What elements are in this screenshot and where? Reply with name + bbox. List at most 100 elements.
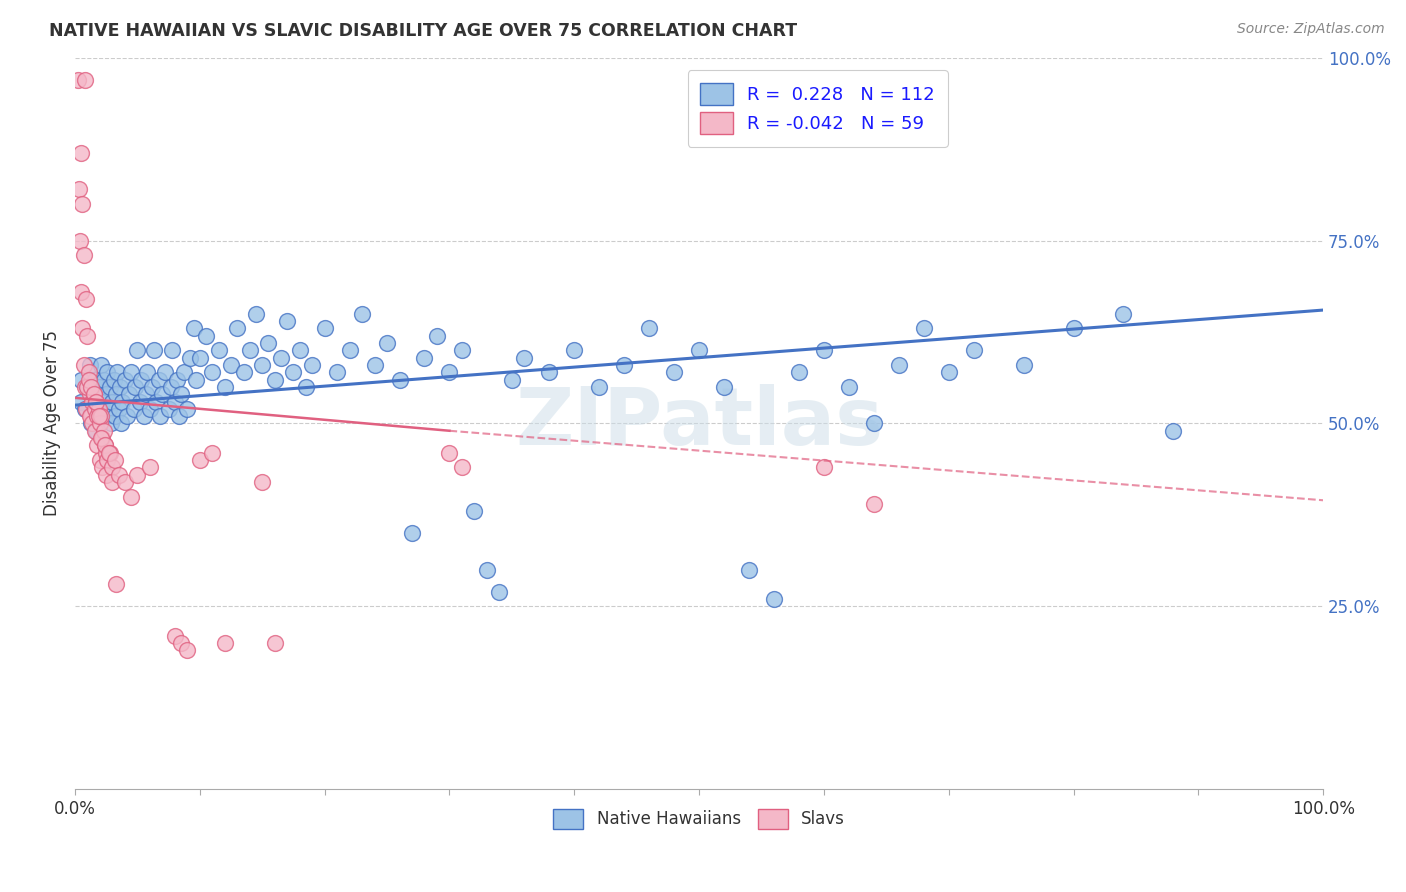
Text: Source: ZipAtlas.com: Source: ZipAtlas.com (1237, 22, 1385, 37)
Point (562, 343, 585, 358)
Point (70, 145, 93, 160)
Point (314, 321, 336, 335)
Point (149, 409, 172, 424)
Point (150, 387, 173, 401)
Point (257, 336, 280, 351)
Point (153, 365, 176, 379)
Point (129, 373, 152, 387)
Point (163, 629, 186, 643)
Point (139, 460, 162, 475)
Point (339, 343, 361, 358)
Point (167, 409, 190, 424)
Point (401, 526, 423, 541)
Point (451, 460, 474, 475)
Point (101, 475, 124, 489)
Point (84, 394, 107, 409)
Point (93, 373, 115, 387)
Point (862, 417, 884, 431)
Point (79, 387, 101, 401)
Point (98, 380, 121, 394)
Point (176, 643, 198, 657)
Point (83, 387, 105, 401)
Point (162, 343, 184, 358)
Point (107, 365, 129, 379)
Point (195, 328, 218, 343)
Text: ZIPatlas: ZIPatlas (515, 384, 883, 462)
Point (501, 373, 523, 387)
Point (94, 409, 117, 424)
Point (148, 373, 170, 387)
Point (129, 394, 152, 409)
Point (110, 417, 132, 431)
Point (73, 358, 96, 372)
Point (120, 365, 142, 379)
Point (276, 314, 298, 328)
Point (82, 417, 104, 431)
Point (638, 321, 661, 335)
Point (270, 351, 292, 365)
Point (96, 365, 118, 379)
Y-axis label: Disability Age Over 75: Disability Age Over 75 (44, 330, 60, 516)
Point (301, 358, 323, 372)
Point (662, 365, 685, 379)
Point (488, 584, 510, 599)
Point (80, 409, 103, 424)
Point (90, 431, 112, 445)
Point (96, 467, 118, 482)
Point (170, 387, 193, 401)
Point (84, 373, 107, 387)
Point (70, 394, 93, 409)
Point (288, 343, 311, 358)
Point (83, 387, 105, 401)
Point (188, 453, 211, 467)
Point (887, 358, 910, 372)
Point (352, 307, 374, 321)
Point (91, 431, 114, 445)
Point (738, 563, 761, 577)
Point (83, 387, 105, 401)
Point (70, 285, 93, 299)
Point (127, 467, 149, 482)
Point (103, 373, 125, 387)
Point (76, 380, 98, 394)
Point (114, 373, 136, 387)
Point (122, 401, 145, 416)
Point (173, 365, 195, 379)
Point (89, 453, 111, 467)
Point (117, 409, 139, 424)
Point (118, 387, 141, 401)
Point (82, 394, 104, 409)
Point (67, 182, 90, 196)
Point (1012, 358, 1035, 372)
Point (87, 380, 110, 394)
Point (160, 380, 183, 394)
Point (136, 365, 159, 379)
Point (86, 438, 108, 452)
Point (66, 72, 89, 87)
Point (163, 394, 186, 409)
Point (363, 358, 385, 372)
Point (219, 358, 242, 372)
Point (73, 248, 96, 262)
Point (207, 343, 229, 358)
Point (283, 365, 305, 379)
Point (439, 365, 461, 379)
Point (184, 373, 207, 387)
Point (166, 373, 188, 387)
Point (87, 401, 110, 416)
Point (90, 358, 112, 372)
Point (263, 636, 285, 650)
Point (100, 417, 122, 431)
Point (91, 394, 114, 409)
Point (104, 453, 127, 467)
Point (124, 380, 146, 394)
Point (813, 460, 835, 475)
Point (101, 460, 124, 475)
Point (912, 321, 935, 335)
Point (176, 401, 198, 416)
Point (75, 401, 97, 416)
Point (713, 380, 735, 394)
Point (93, 424, 115, 438)
Point (70, 373, 93, 387)
Point (72, 197, 94, 211)
